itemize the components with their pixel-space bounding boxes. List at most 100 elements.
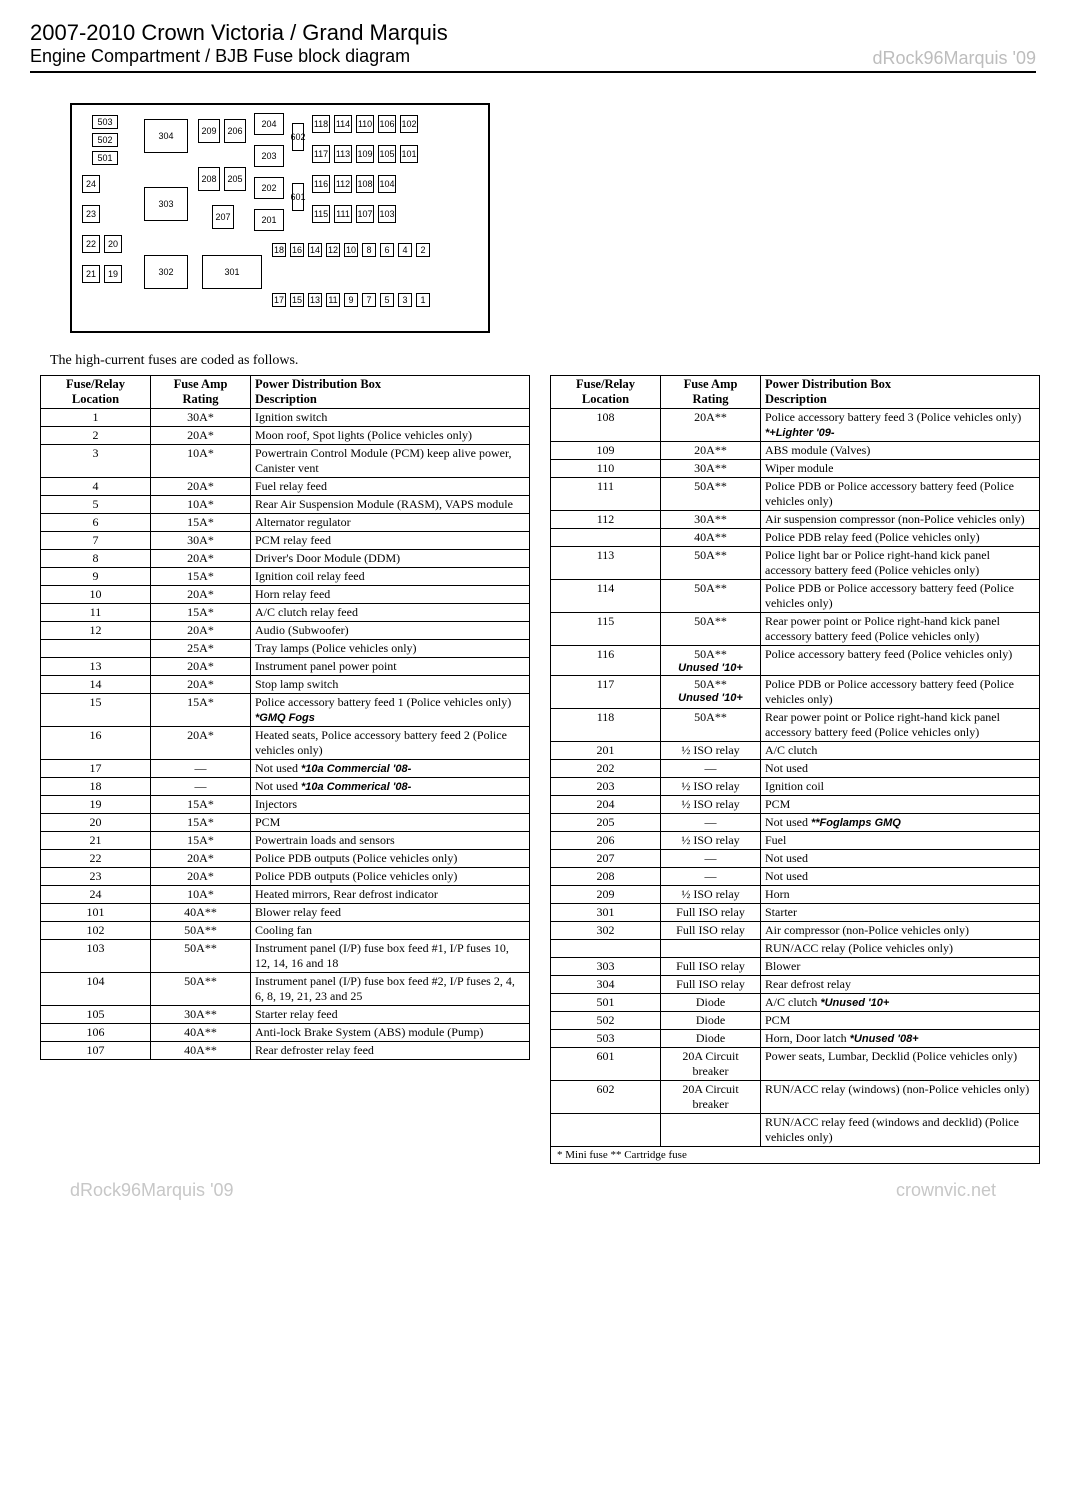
fuse-block-3: 3 (398, 293, 412, 307)
fuse-block-106: 106 (378, 115, 396, 133)
table-row: 820A*Driver's Door Module (DDM) (41, 550, 530, 568)
table-row: 10640A**Anti-lock Brake System (ABS) mod… (41, 1024, 530, 1042)
table-row: 10250A**Cooling fan (41, 922, 530, 940)
fuse-block-111: 111 (334, 205, 352, 223)
fuse-block-208: 208 (198, 167, 220, 191)
fuse-block-18: 18 (272, 243, 286, 257)
table-row: 2220A*Police PDB outputs (Police vehicle… (41, 850, 530, 868)
fuse-block-diagram: 5035025012423222021193043033022092062082… (70, 103, 490, 333)
left-table-wrap: Fuse/RelayLocationFuse AmpRatingPower Di… (40, 375, 530, 1060)
table-row: 60120A Circuit breakerPower seats, Lumba… (551, 1048, 1040, 1081)
table-row: 2115A*Powertrain loads and sensors (41, 832, 530, 850)
table-row: 204½ ISO relayPCM (551, 796, 1040, 814)
table-row: 503DiodeHorn, Door latch *Unused '08+ (551, 1030, 1040, 1048)
fuse-block-118: 118 (312, 115, 330, 133)
fuse-block-204: 204 (254, 113, 284, 135)
table-row: 10820A**Police accessory battery feed 3 … (551, 409, 1040, 442)
fuse-block-115: 115 (312, 205, 330, 223)
footer-wm-left: dRock96Marquis '09 (70, 1180, 234, 1201)
fuse-block-4: 4 (398, 243, 412, 257)
fuse-block-17: 17 (272, 293, 286, 307)
table-row: 11150A**Police PDB or Police accessory b… (551, 478, 1040, 511)
fuse-block-105: 105 (378, 145, 396, 163)
table-row: 502DiodePCM (551, 1012, 1040, 1030)
fuse-block-20: 20 (104, 235, 122, 253)
fuse-block-114: 114 (334, 115, 352, 133)
table-row: 18—Not used *10a Commerical '08- (41, 778, 530, 796)
fuse-block-11: 11 (326, 293, 340, 307)
table-row: 1620A*Heated seats, Police accessory bat… (41, 727, 530, 760)
table-row: 730A*PCM relay feed (41, 532, 530, 550)
fuse-block-501: 501 (92, 151, 118, 165)
fuse-block-2: 2 (416, 243, 430, 257)
fuse-block-203: 203 (254, 145, 284, 167)
fuse-block-14: 14 (308, 243, 322, 257)
table-row: 10740A**Rear defroster relay feed (41, 1042, 530, 1060)
fuse-block-8: 8 (362, 243, 376, 257)
table-row: 209½ ISO relayHorn (551, 886, 1040, 904)
table-row: 11850A**Rear power point or Police right… (551, 709, 1040, 742)
fuse-block-108: 108 (356, 175, 374, 193)
table-row: 11650A**Unused '10+Police accessory batt… (551, 646, 1040, 676)
fuse-block-201: 201 (254, 209, 284, 231)
fuse-block-19: 19 (104, 265, 122, 283)
fuse-block-102: 102 (400, 115, 418, 133)
fuse-block-6: 6 (380, 243, 394, 257)
fuse-block-1: 1 (416, 293, 430, 307)
fuse-block-23: 23 (82, 205, 100, 223)
table-row: 1320A*Instrument panel power point (41, 658, 530, 676)
fuse-block-10: 10 (344, 243, 358, 257)
fuse-block-302: 302 (144, 255, 188, 289)
fuse-block-104: 104 (378, 175, 396, 193)
table-row: 615A*Alternator regulator (41, 514, 530, 532)
fuse-table-right: Fuse/RelayLocationFuse AmpRatingPower Di… (550, 375, 1040, 1147)
table-row: 206½ ISO relayFuel (551, 832, 1040, 850)
table-footnote: * Mini fuse ** Cartridge fuse (550, 1147, 1040, 1164)
table-row: RUN/ACC relay (Police vehicles only) (551, 940, 1040, 958)
header-watermark: dRock96Marquis '09 (872, 48, 1036, 69)
fuse-block-103: 103 (378, 205, 396, 223)
footer-watermarks: dRock96Marquis '09 crownvic.net (30, 1180, 1036, 1201)
table-row: 40A**Police PDB relay feed (Police vehic… (551, 529, 1040, 547)
fuse-block-601: 601 (292, 183, 304, 211)
table-row: 510A*Rear Air Suspension Module (RASM), … (41, 496, 530, 514)
fuse-block-22: 22 (82, 235, 100, 253)
right-table-wrap: Fuse/RelayLocationFuse AmpRatingPower Di… (550, 375, 1040, 1164)
fuse-block-502: 502 (92, 133, 118, 147)
fuse-block-202: 202 (254, 177, 284, 199)
fuse-block-7: 7 (362, 293, 376, 307)
fuse-block-110: 110 (356, 115, 374, 133)
table-row: 208—Not used (551, 868, 1040, 886)
col-desc: Power Distribution BoxDescription (251, 376, 530, 409)
table-row: 17—Not used *10a Commercial '08- (41, 760, 530, 778)
table-row: 310A*Powertrain Control Module (PCM) kee… (41, 445, 530, 478)
table-row: 203½ ISO relayIgnition coil (551, 778, 1040, 796)
table-row: 10920A**ABS module (Valves) (551, 442, 1040, 460)
intro-text: The high-current fuses are coded as foll… (50, 353, 1036, 369)
table-row: 1115A*A/C clutch relay feed (41, 604, 530, 622)
fuse-block-205: 205 (224, 167, 246, 191)
table-row: 301Full ISO relayStarter (551, 904, 1040, 922)
table-row: 205—Not used **Foglamps GMQ (551, 814, 1040, 832)
table-row: 501DiodeA/C clutch *Unused '10+ (551, 994, 1040, 1012)
table-row: 25A*Tray lamps (Police vehicles only) (41, 640, 530, 658)
fuse-block-602: 602 (292, 123, 304, 151)
fuse-block-112: 112 (334, 175, 352, 193)
table-row: 1515A*Police accessory battery feed 1 (P… (41, 694, 530, 727)
fuse-block-113: 113 (334, 145, 352, 163)
table-row: 10350A**Instrument panel (I/P) fuse box … (41, 940, 530, 973)
table-row: 11030A**Wiper module (551, 460, 1040, 478)
fuse-block-16: 16 (290, 243, 304, 257)
fuse-block-109: 109 (356, 145, 374, 163)
table-row: 60220A Circuit breakerRUN/ACC relay (win… (551, 1081, 1040, 1114)
fuse-block-303: 303 (144, 187, 188, 221)
fuse-block-12: 12 (326, 243, 340, 257)
fuse-block-304: 304 (144, 119, 188, 153)
fuse-diagram-container: 5035025012423222021193043033022092062082… (70, 103, 1036, 333)
table-row: 11750A**Unused '10+Police PDB or Police … (551, 676, 1040, 709)
col-desc: Power Distribution BoxDescription (761, 376, 1040, 409)
table-row: 10140A**Blower relay feed (41, 904, 530, 922)
col-location: Fuse/RelayLocation (551, 376, 661, 409)
table-row: 1020A*Horn relay feed (41, 586, 530, 604)
fuse-block-21: 21 (82, 265, 100, 283)
